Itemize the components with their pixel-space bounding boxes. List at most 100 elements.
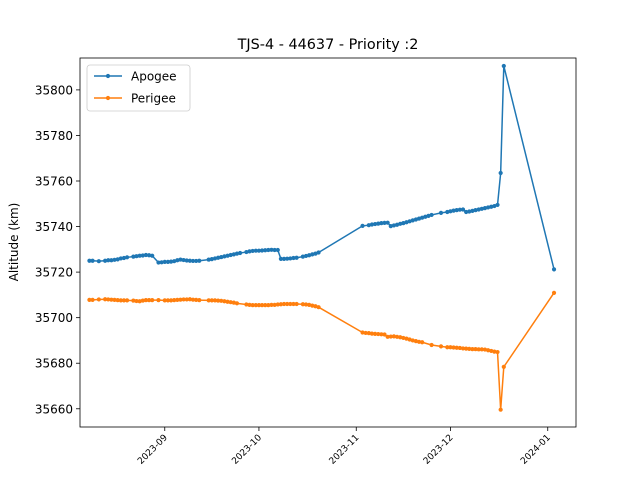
apogee-point	[489, 204, 494, 209]
apogee-point	[376, 221, 381, 226]
apogee-point	[206, 257, 211, 262]
perigee-point	[140, 298, 145, 303]
perigee-point	[416, 339, 422, 344]
apogee-point	[134, 254, 139, 259]
perigee-point	[394, 334, 400, 339]
apogee-point	[285, 256, 290, 261]
apogee-point	[156, 260, 161, 265]
apogee-point	[256, 248, 262, 253]
apogee-point	[216, 255, 221, 260]
apogee-point	[121, 255, 127, 261]
apogee-point	[118, 256, 123, 261]
apogee-point	[228, 252, 233, 258]
perigee-point	[310, 303, 315, 308]
apogee-point	[181, 257, 186, 263]
perigee-point	[275, 302, 280, 307]
apogee-point	[219, 254, 224, 260]
apogee-point	[263, 248, 268, 253]
chart-title: TJS-4 - 44637 - Priority :2	[237, 37, 419, 53]
perigee-point	[87, 297, 92, 302]
perigee-point	[90, 297, 95, 302]
perigee-point	[109, 297, 114, 302]
plot-area	[87, 63, 557, 412]
perigee-point	[454, 345, 459, 350]
perigee-point	[470, 347, 475, 352]
perigee-point	[112, 297, 117, 302]
legend-apogee-marker	[105, 73, 111, 79]
perigee-point	[206, 298, 211, 303]
perigee-point	[366, 331, 371, 336]
apogee-point	[269, 247, 274, 252]
perigee-point	[451, 345, 456, 350]
perigee-point	[495, 349, 500, 355]
apogee-point	[391, 223, 397, 228]
perigee-point	[143, 298, 149, 303]
apogee-point	[470, 208, 475, 213]
apogee-point	[194, 258, 199, 264]
apogee-point	[369, 222, 375, 227]
axes-frame	[79, 57, 577, 428]
perigee-point	[96, 297, 101, 302]
perigee-point	[103, 297, 108, 302]
perigee-point	[181, 297, 186, 302]
apogee-point	[372, 221, 378, 227]
apogee-point	[476, 207, 481, 212]
perigee-point	[281, 301, 287, 307]
perigee-point	[165, 298, 170, 303]
perigee-point	[209, 298, 214, 303]
perigee-point	[391, 334, 397, 339]
perigee-point	[178, 297, 183, 302]
perigee-point	[482, 347, 488, 352]
perigee-point	[369, 331, 375, 336]
apogee-point	[212, 256, 218, 261]
legend-perigee-marker	[105, 95, 111, 101]
perigee-point	[360, 330, 365, 335]
legend-apogee-label: Apogee	[131, 70, 177, 84]
apogee-point	[87, 258, 92, 263]
apogee-point	[275, 247, 280, 253]
perigee-point	[187, 297, 192, 302]
perigee-point	[131, 298, 136, 303]
legend-perigee-label: Perigee	[131, 92, 176, 106]
apogee-point	[294, 255, 299, 260]
apogee-point	[96, 259, 101, 264]
apogee-point	[90, 258, 95, 263]
apogee-point	[454, 208, 459, 213]
perigee-point	[137, 299, 142, 304]
perigee-point	[259, 303, 265, 308]
apogee-point	[438, 210, 444, 215]
apogee-point	[159, 260, 164, 265]
apogee-point	[388, 224, 393, 229]
perigee-point	[115, 298, 120, 303]
perigee-point	[294, 301, 299, 307]
perigee-point	[464, 346, 469, 351]
apogee-point	[162, 259, 167, 264]
y-tick-label: 35720	[35, 266, 73, 280]
apogee-point	[479, 206, 484, 211]
apogee-point	[175, 258, 180, 263]
apogee-point	[190, 258, 196, 264]
apogee-point	[467, 209, 472, 214]
apogee-point	[140, 253, 145, 258]
perigee-point	[272, 302, 277, 308]
perigee-point	[398, 335, 403, 340]
y-tick-label: 35760	[35, 175, 73, 189]
perigee-point	[184, 297, 189, 302]
perigee-point	[401, 335, 406, 341]
apogee-point	[253, 248, 258, 253]
perigee-point	[438, 344, 444, 349]
perigee-point	[253, 303, 258, 308]
apogee-point	[501, 63, 506, 69]
apogee-point	[168, 259, 174, 264]
perigee-point	[379, 332, 384, 337]
apogee-point	[300, 254, 305, 259]
y-tick-label: 35800	[35, 83, 73, 97]
apogee-point	[131, 254, 136, 259]
apogee-point	[281, 256, 287, 261]
apogee-point	[360, 223, 365, 228]
apogee-point	[112, 257, 117, 262]
apogee-point	[247, 249, 252, 254]
apogee-point	[250, 248, 255, 254]
perigee-point	[194, 297, 199, 302]
perigee-point	[551, 290, 557, 295]
